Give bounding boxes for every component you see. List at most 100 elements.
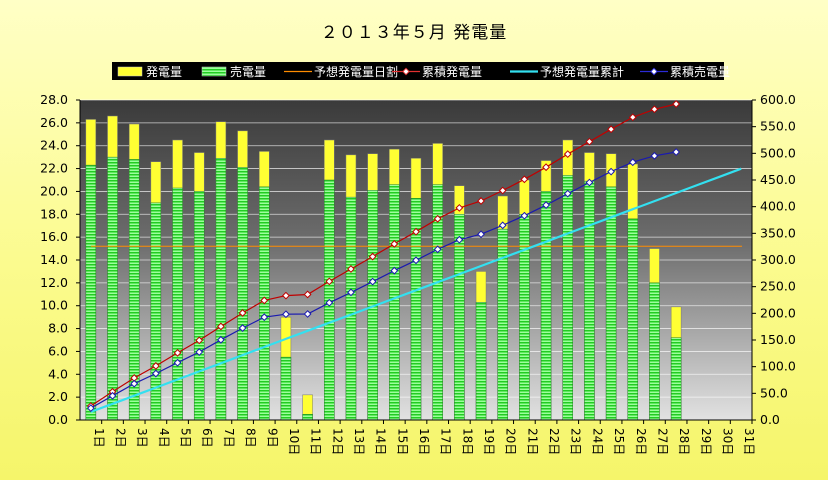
marker-cumulative-sold [238,324,247,332]
marker-cumulative-generation [390,240,399,248]
y-left-tick-label: 28.0 [40,92,68,107]
legend-swatch [201,66,227,77]
marker-cumulative-sold [325,298,334,307]
line-cumulative-sold [90,151,677,409]
marker-cumulative-sold [347,288,355,297]
bar-sold [584,180,595,421]
y-left-tick-label: 12.0 [40,275,68,290]
marker-cumulative-sold [216,335,225,344]
marker-cumulative-generation [455,203,464,212]
x-tick-label: 16日 [417,428,431,455]
marker-cumulative-generation [628,113,637,122]
x-tick-label: 30日 [720,428,734,455]
y-left-tick-label: 22.0 [40,161,68,176]
x-tick-label: 17日 [439,428,453,455]
legend: 発電量 売電量 予想発電量日割 累積発電量 予想発電量累計 累積売電量 [112,62,730,80]
marker-cumulative-sold [130,379,139,388]
legend-label: 予想発電量日割 [314,64,398,79]
marker-cumulative-generation [563,150,572,159]
bar-sold [172,187,183,421]
marker-cumulative-generation [173,348,182,357]
y-left-tick-label: 26.0 [40,115,68,130]
x-tick-label: 27日 [655,428,669,455]
line-cumulative-generation [90,103,677,407]
y-right-tick-label: 250.0 [760,279,796,294]
y-right-tick-label: 400.0 [760,199,796,214]
x-tick-label: 29日 [699,428,713,455]
legend-label: 累積売電量 [670,64,730,79]
y-left-tick-label: 4.0 [48,366,68,381]
y-right-tick-label: 500.0 [760,145,796,160]
marker-cumulative-sold [650,151,659,160]
bar-sold [193,191,205,421]
x-tick-label: 22日 [547,428,561,455]
marker-cumulative-generation [650,105,659,114]
marker-cumulative-generation [260,296,269,305]
y-left-tick-label: 8.0 [48,321,68,336]
marker-cumulative-generation [520,175,529,184]
marker-cumulative-sold [390,266,399,275]
marker-cumulative-generation [151,362,160,370]
y-left-tick-label: 2.0 [48,389,68,404]
legend-swatch-marker [402,67,410,76]
y-right-tick-label: 450.0 [760,172,796,187]
y-left-tick-label: 6.0 [48,343,68,358]
marker-cumulative-generation [303,290,312,299]
x-tick-label: 31日 [742,428,756,455]
x-tick-label: 3日 [135,428,149,448]
bar-sold [215,158,227,421]
bar-sold [562,175,573,421]
marker-cumulative-sold [433,245,442,254]
marker-cumulative-sold [260,313,269,322]
bar-sold [605,186,617,421]
x-tick-label: 26日 [634,428,648,455]
legend-label: 売電量 [230,64,266,79]
marker-cumulative-sold [173,358,182,367]
x-tick-label: 18日 [460,428,474,455]
marker-cumulative-sold [607,167,616,176]
bar-sold [670,337,682,421]
bar-sold [280,356,292,421]
legend-label: 累積発電量 [422,64,482,79]
marker-cumulative-sold [455,235,464,244]
y-left-tick-label: 10.0 [40,298,68,313]
bar-sold [519,214,530,421]
marker-cumulative-sold [542,201,550,209]
marker-cumulative-generation [282,291,290,300]
marker-cumulative-sold [303,310,312,318]
y-right-tick-label: 550.0 [760,119,796,134]
marker-cumulative-sold [195,348,204,356]
x-tick-label: 23日 [569,428,583,455]
x-tick-label: 6日 [200,428,214,448]
x-tick-label: 20日 [504,428,518,455]
marker-cumulative-generation [542,163,550,172]
marker-cumulative-sold [108,391,117,400]
bar-sold [540,191,552,421]
marker-cumulative-sold [628,158,637,167]
marker-cumulative-generation [347,265,355,273]
marker-cumulative-sold [151,369,160,378]
x-tick-label: 12日 [330,428,344,455]
x-tick-label: 10日 [287,428,301,455]
bar-sold [627,218,639,421]
y-left-tick-label: 14.0 [40,252,68,267]
x-tick-label: 4日 [157,428,171,448]
bar-sold [475,302,487,421]
y-left-tick-label: 0.0 [48,412,68,427]
marker-cumulative-generation [498,186,507,195]
y-right-tick-label: 100.0 [760,359,796,374]
x-tick-label: 8日 [244,428,258,448]
legend-swatch [117,66,143,77]
x-tick-label: 14日 [374,428,388,455]
x-tick-label: 7日 [222,428,236,448]
marker-cumulative-sold [563,189,572,198]
y-left-tick-label: 20.0 [40,183,68,198]
y-right-tick-label: 200.0 [760,305,796,320]
chart-title: ２０１３年５月 発電量 [321,23,507,43]
marker-cumulative-sold [672,148,681,156]
legend-label: 予想発電量累計 [540,64,624,79]
marker-cumulative-generation [607,125,616,134]
marker-cumulative-sold [498,221,507,230]
marker-cumulative-sold [477,230,485,239]
x-tick-label: 11日 [309,428,323,455]
